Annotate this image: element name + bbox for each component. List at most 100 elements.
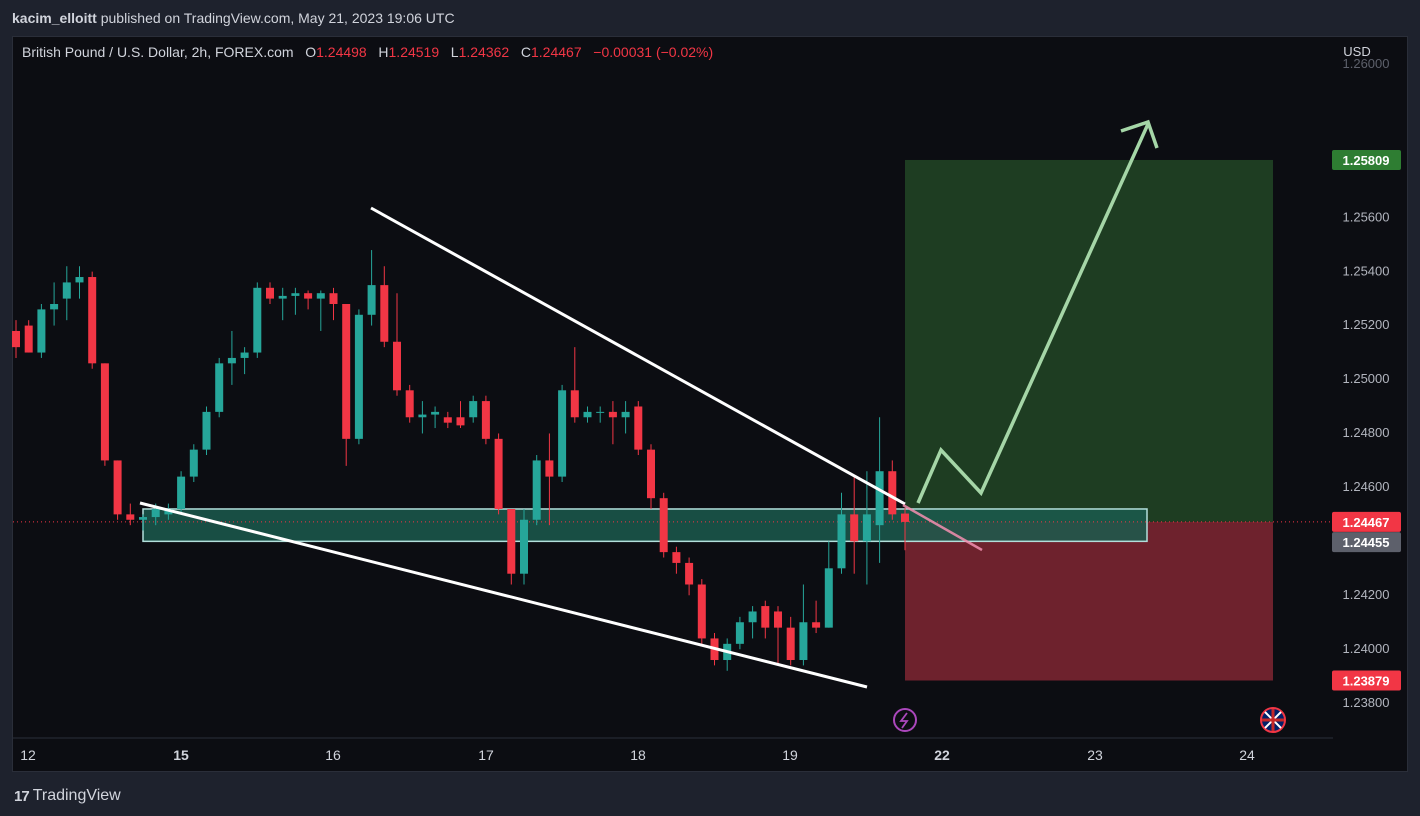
candle: [672, 546, 681, 574]
price-badge-label: 1.25809: [1343, 153, 1390, 168]
low-value: 1.24362: [458, 44, 510, 60]
y-tick-label: 1.24800: [1343, 425, 1390, 440]
candle-body: [367, 285, 376, 315]
publish-header: kacim_elloitt published on TradingView.c…: [0, 0, 1420, 36]
candle-body: [545, 460, 554, 477]
lightning-event-icon: [893, 708, 917, 732]
forecast-arrow-head: [1120, 119, 1159, 149]
y-tick-label: 1.25600: [1343, 209, 1390, 224]
candle: [888, 460, 897, 520]
candle-body: [481, 401, 490, 439]
x-tick-label: 15: [173, 747, 189, 763]
candle-body: [215, 363, 224, 412]
candle-body: [659, 498, 668, 553]
open-value: 1.24498: [316, 44, 367, 60]
candle: [850, 476, 859, 574]
candle-body: [139, 517, 147, 520]
y-tick-label: 1.24000: [1343, 641, 1390, 656]
candle: [481, 395, 490, 445]
candle-body: [393, 341, 401, 391]
candle: [723, 638, 732, 671]
tradingview-logo-icon[interactable]: 17: [14, 787, 30, 805]
y-tick-label: 1.23800: [1343, 695, 1390, 710]
candle: [621, 401, 630, 434]
publish-info: published on TradingView.com, May 21, 20…: [100, 10, 455, 26]
candle: [367, 250, 376, 326]
candle: [177, 471, 186, 515]
candle: [520, 508, 528, 585]
candle-body: [75, 277, 84, 283]
x-tick-label: 23: [1087, 747, 1103, 763]
candle: [583, 406, 592, 423]
open-label: O: [305, 44, 317, 60]
candle: [278, 287, 287, 321]
candle-body: [227, 357, 236, 364]
x-tick-label: 12: [20, 747, 36, 763]
price-badge-bg: [1332, 511, 1401, 532]
candle-body: [812, 622, 821, 628]
candle: [558, 384, 567, 483]
x-tick-label: 17: [478, 747, 494, 763]
candle: [799, 584, 808, 666]
candle: [735, 616, 744, 650]
candle-body: [329, 293, 338, 304]
candle-body: [799, 622, 808, 661]
candle-body: [570, 390, 579, 418]
candle: [647, 444, 655, 509]
brand-name[interactable]: TradingView: [32, 787, 121, 804]
candle-body: [634, 406, 643, 450]
candle-body: [824, 568, 833, 628]
profit-target-zone: [905, 159, 1273, 522]
high-value: 1.24519: [388, 44, 440, 60]
candle: [405, 384, 414, 423]
high-label: H: [378, 44, 389, 60]
price-badge: 1.23879: [1332, 670, 1401, 691]
price-badge-bg: [1332, 149, 1401, 170]
candle: [507, 508, 516, 585]
x-tick-label: 18: [630, 747, 646, 763]
candle-body: [558, 390, 567, 477]
x-tick-label: 16: [325, 747, 341, 763]
candle: [608, 401, 617, 445]
candle-body: [761, 606, 770, 628]
candle-body: [405, 390, 414, 418]
y-tick-label: 1.24600: [1343, 479, 1390, 494]
y-tick-label: 1.25000: [1343, 371, 1390, 386]
candle-body: [113, 460, 122, 515]
candle-body: [37, 309, 46, 353]
upper-trendline: [370, 206, 906, 506]
candle-body: [177, 476, 186, 509]
candle: [812, 600, 821, 634]
y-tick-label: 1.25200: [1343, 317, 1390, 332]
candle-body: [100, 363, 109, 461]
candle-body: [888, 471, 897, 515]
close-label: C: [520, 44, 531, 60]
author-name[interactable]: kacim_elloitt: [12, 10, 97, 26]
symbol-ohlc-legend: British Pound / U.S. Dollar, 2h, FOREX.c…: [22, 44, 713, 60]
symbol-name[interactable]: British Pound / U.S. Dollar, 2h, FOREX.c…: [22, 44, 294, 60]
candle-body: [697, 584, 706, 639]
lightning-event-circle: [893, 708, 917, 732]
candle: [443, 411, 452, 429]
candle: [304, 290, 313, 310]
candle-body: [189, 449, 198, 477]
candle-body: [735, 622, 744, 644]
candle: [202, 406, 211, 456]
lightning-glyph: [899, 712, 909, 729]
candle: [113, 460, 122, 520]
candle: [431, 406, 440, 429]
candle-body: [608, 411, 617, 418]
candle-body: [456, 417, 465, 426]
candle: [532, 455, 541, 526]
price-badge-label: 1.23879: [1343, 674, 1390, 689]
price-badge-label: 1.24455: [1343, 535, 1390, 550]
candle: [266, 282, 274, 304]
candle-body: [253, 287, 262, 353]
candle-body: [507, 508, 516, 574]
currency-label: USD: [1343, 44, 1370, 59]
candle: [634, 401, 643, 456]
candle: [685, 557, 694, 596]
forecast-arrow: [916, 123, 1150, 504]
candle: [189, 444, 198, 483]
